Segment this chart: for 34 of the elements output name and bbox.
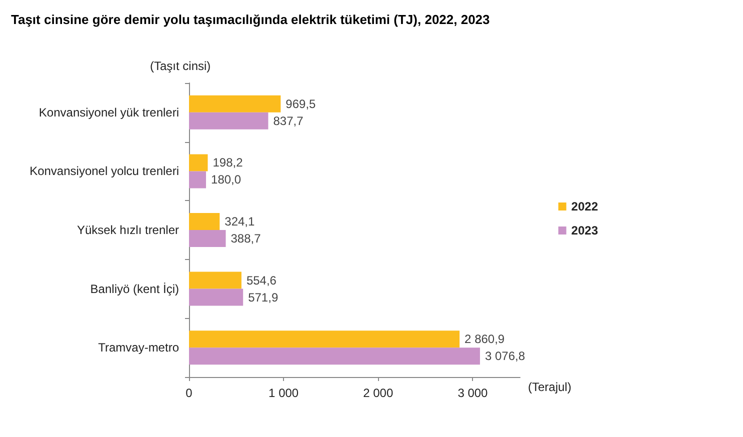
x-axis-title: (Terajul) — [528, 380, 572, 394]
bar — [189, 213, 220, 230]
bar — [189, 112, 268, 130]
legend-label: 2022 — [571, 200, 598, 214]
y-tick-label: Banliyö (kent İçi) — [90, 282, 179, 296]
data-label: 3 076,8 — [484, 349, 526, 364]
data-label: 198,2 — [212, 156, 244, 170]
y-tick-label: Tramvay-metro — [98, 340, 180, 355]
data-label: 324,1 — [224, 214, 256, 228]
bar — [189, 154, 208, 172]
bar — [189, 171, 206, 188]
chart-title: Taşıt cinsine göre demir yolu taşımacılığında elektrik tüketimi (TJ), 2022, 2023 — [11, 12, 490, 27]
bar — [189, 348, 480, 365]
data-label: 2 860,9 — [464, 332, 505, 346]
x-tick-label: 2 000 — [363, 386, 394, 400]
bar — [189, 230, 226, 247]
data-label: 554,6 — [246, 273, 277, 288]
data-label: 571,9 — [248, 290, 278, 304]
bar — [189, 330, 460, 348]
y-tick-label: Konvansiyonel yük trenleri — [38, 105, 179, 120]
data-label: 388,7 — [230, 232, 262, 246]
data-label: 969,5 — [286, 96, 316, 111]
x-tick-label: 1 000 — [268, 386, 299, 400]
x-tick-label: 0 — [186, 386, 193, 400]
data-label: 837,7 — [273, 114, 304, 128]
bar — [189, 272, 242, 289]
data-label: 180,0 — [211, 172, 242, 187]
legend-label: 2023 — [571, 224, 598, 238]
bar — [189, 288, 244, 306]
y-tick-label: Konvansiyonel yolcu trenleri — [30, 164, 179, 178]
y-tick-label: Yüksek hızlı trenler — [76, 223, 179, 237]
bar — [189, 95, 281, 112]
x-tick-label: 3 000 — [458, 386, 488, 400]
y-axis-title: (Taşıt cinsi) — [150, 59, 211, 73]
